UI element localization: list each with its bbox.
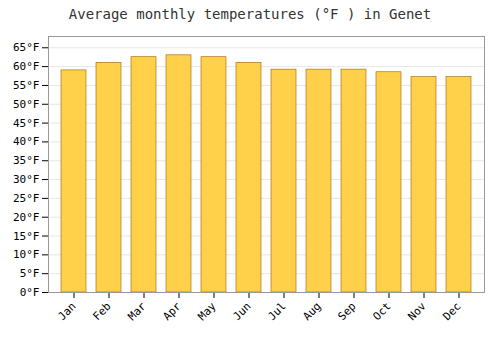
svg-text:55°F: 55°F: [13, 79, 40, 92]
svg-text:65°F: 65°F: [13, 41, 40, 54]
svg-text:45°F: 45°F: [13, 117, 40, 130]
svg-text:Oct: Oct: [370, 300, 393, 323]
svg-text:10°F: 10°F: [13, 248, 40, 261]
svg-text:May: May: [195, 299, 219, 323]
svg-text:60°F: 60°F: [13, 60, 40, 73]
svg-text:Apr: Apr: [160, 299, 184, 323]
svg-text:Jun: Jun: [230, 300, 253, 323]
svg-text:Mar: Mar: [125, 299, 149, 323]
svg-text:20°F: 20°F: [13, 211, 40, 224]
svg-text:Jan: Jan: [55, 300, 78, 323]
svg-text:15°F: 15°F: [13, 230, 40, 243]
svg-text:0°F: 0°F: [20, 286, 40, 299]
svg-text:Nov: Nov: [405, 299, 429, 323]
svg-text:5°F: 5°F: [20, 267, 40, 280]
svg-text:Dec: Dec: [440, 300, 463, 323]
svg-text:Jul: Jul: [265, 300, 288, 323]
svg-text:Aug: Aug: [300, 300, 323, 323]
svg-text:Sep: Sep: [335, 300, 358, 323]
html-text:Average monthly temperatures (: Average monthly temperatures (°F ) in Ge…: [68, 6, 432, 22]
svg-text:25°F: 25°F: [13, 192, 40, 205]
svg-text:Feb: Feb: [90, 300, 113, 323]
svg-text:50°F: 50°F: [13, 98, 40, 111]
svg-text:30°F: 30°F: [13, 173, 40, 186]
svg-text:35°F: 35°F: [13, 154, 40, 167]
svg-text:40°F: 40°F: [13, 135, 40, 148]
